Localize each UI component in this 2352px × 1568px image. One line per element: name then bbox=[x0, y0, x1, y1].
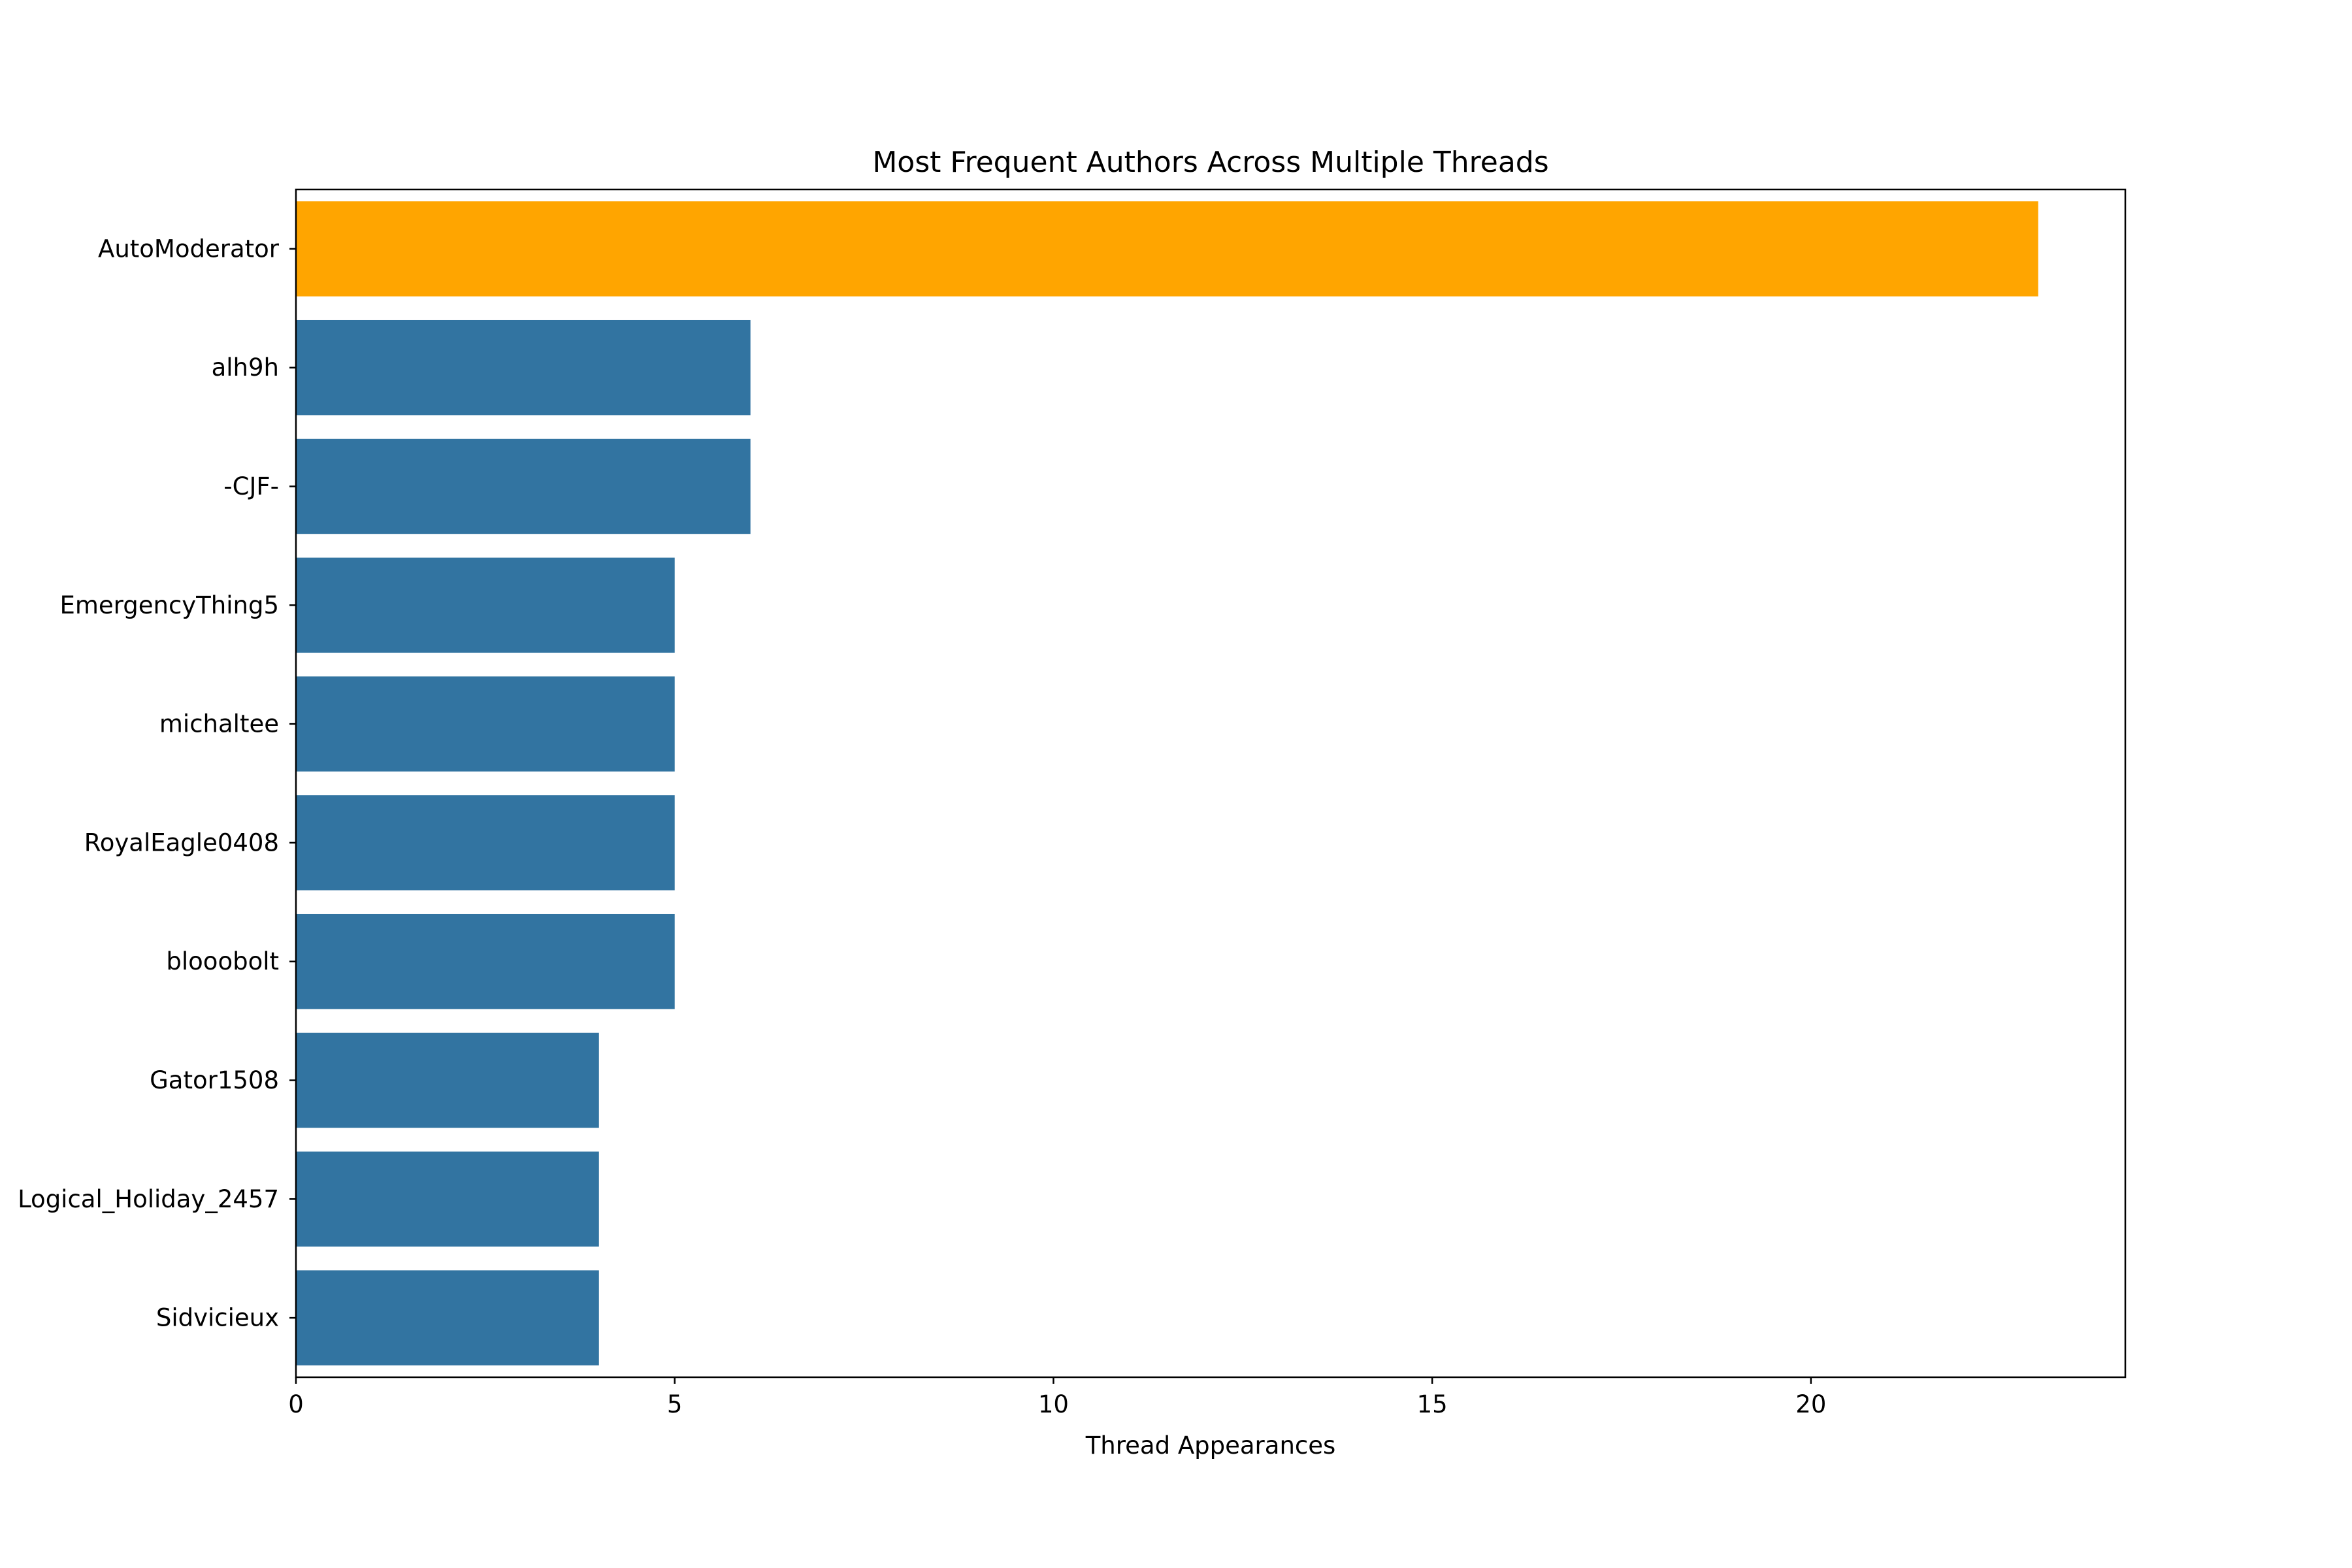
bar-0 bbox=[296, 201, 2038, 297]
x-tick-label: 0 bbox=[288, 1390, 304, 1418]
bar-2 bbox=[296, 438, 751, 534]
x-tick-label: 20 bbox=[1795, 1390, 1826, 1418]
x-tick-label: 15 bbox=[1417, 1390, 1448, 1418]
bar-4 bbox=[296, 676, 675, 772]
y-tick-label: Gator1508 bbox=[150, 1066, 279, 1094]
bar-3 bbox=[296, 557, 675, 653]
chart-title: Most Frequent Authors Across Multiple Th… bbox=[872, 146, 1548, 179]
bar-6 bbox=[296, 913, 675, 1009]
bars-layer bbox=[296, 201, 2038, 1365]
y-tick-label: blooobolt bbox=[166, 947, 279, 975]
y-tick-label: Logical_Holiday_2457 bbox=[18, 1185, 279, 1213]
y-tick-label: -CJF- bbox=[223, 472, 279, 500]
y-tick-label: RoyalEagle0408 bbox=[84, 828, 279, 857]
x-axis-ticks: 0 5 10 15 20 bbox=[288, 1377, 1826, 1418]
bar-7 bbox=[296, 1032, 599, 1128]
y-tick-label: michaltee bbox=[159, 710, 279, 738]
bar-9 bbox=[296, 1270, 599, 1365]
y-tick-label: EmergencyThing5 bbox=[60, 591, 280, 619]
x-axis-label: Thread Appearances bbox=[1085, 1431, 1336, 1460]
y-tick-label: AutoModerator bbox=[98, 235, 280, 263]
y-axis-ticks: AutoModerator alh9h -CJF- EmergencyThing5 mi… bbox=[18, 235, 296, 1332]
y-tick-label: Sidvicieux bbox=[156, 1304, 279, 1332]
y-tick-label: alh9h bbox=[212, 353, 279, 382]
bar-8 bbox=[296, 1151, 599, 1247]
plot-frame bbox=[295, 188, 2127, 1379]
x-tick-label: 5 bbox=[667, 1390, 683, 1418]
bar-5 bbox=[296, 795, 675, 890]
bar-1 bbox=[296, 319, 751, 416]
x-tick-label: 10 bbox=[1038, 1390, 1069, 1418]
